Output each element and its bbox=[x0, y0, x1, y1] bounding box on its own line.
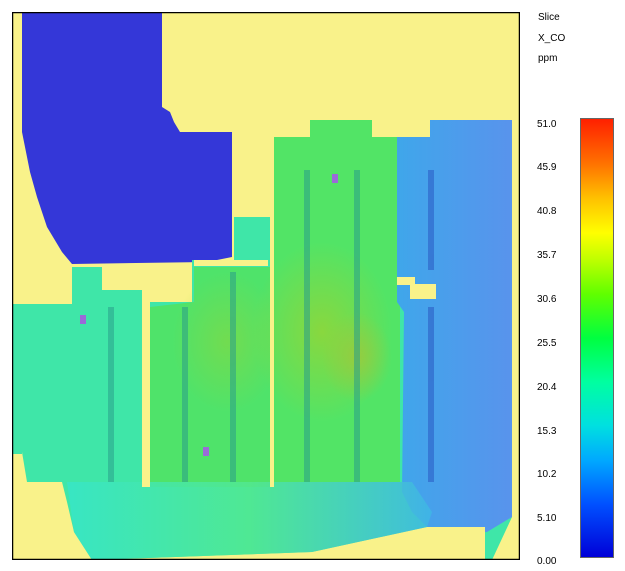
marker bbox=[203, 447, 209, 456]
quantity-label: X_CO bbox=[538, 33, 566, 44]
slice-plot[interactable] bbox=[12, 12, 520, 560]
colorbar-tick: 0.00 bbox=[537, 556, 557, 567]
slice-contour-image bbox=[12, 12, 520, 560]
colorbar-tick: 45.9 bbox=[537, 162, 557, 173]
colorbar-tick: 51.0 bbox=[537, 119, 557, 130]
marker bbox=[332, 174, 338, 183]
colorbar-tick: 15.3 bbox=[537, 426, 557, 437]
colorbar-tick: 5.10 bbox=[537, 513, 557, 524]
colorbar-tick: 20.4 bbox=[537, 382, 557, 393]
column-strips bbox=[108, 170, 360, 482]
marker bbox=[80, 315, 86, 324]
colorbar-tick: 40.8 bbox=[537, 206, 557, 217]
colorbar-tick: 25.5 bbox=[537, 338, 557, 349]
plot-border bbox=[12, 12, 520, 560]
colorbar-tick: 10.2 bbox=[537, 469, 557, 480]
colorbar-tick: 30.6 bbox=[537, 294, 557, 305]
unit-label: ppm bbox=[538, 53, 558, 64]
colorbar-tick: 35.7 bbox=[537, 250, 557, 261]
colorbar bbox=[580, 118, 614, 558]
blue-region bbox=[22, 12, 232, 264]
slice-label: Slice bbox=[538, 12, 560, 23]
